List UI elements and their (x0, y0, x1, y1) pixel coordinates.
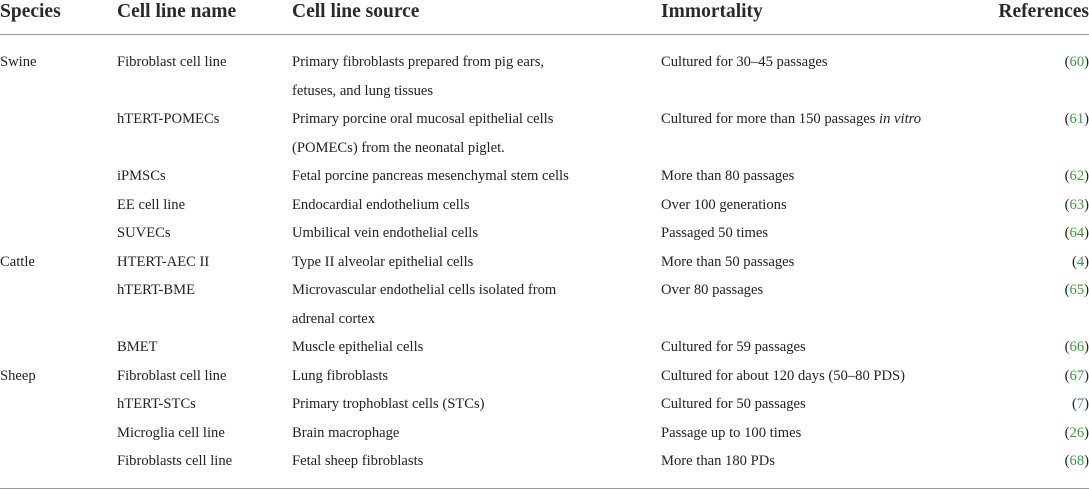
reference-link[interactable]: 26 (1069, 424, 1085, 441)
reference-cell: (60) (1064, 54, 1089, 70)
header-references: References (998, 1, 1089, 22)
reference-cell: (64) (1064, 225, 1089, 241)
species-cell: Swine (0, 54, 37, 70)
species-cell: Sheep (0, 367, 36, 384)
header-rule (0, 34, 1089, 35)
immortality-cell: Passage up to 100 times (661, 419, 801, 448)
cell-line-name: Fibroblast cell line (117, 54, 227, 70)
cell-line-name: iPMSCs (117, 168, 166, 184)
cell-line-source: Brain macrophage (292, 424, 400, 441)
reference-link[interactable]: 64 (1069, 225, 1085, 241)
cell-line-source: Muscle epithelial cells (292, 339, 424, 355)
immortality-text: Over 80 passages (661, 282, 764, 298)
immortality-text: Passage up to 100 times (661, 424, 802, 441)
reference-cell: (7) (1071, 396, 1089, 412)
reference-link[interactable]: 7 (1076, 396, 1085, 412)
immortality-cell: Passaged 50 times (661, 219, 768, 248)
immortality-cell: Over 80 passages (661, 276, 763, 305)
immortality-text: Cultured for about 120 days (50–80 PDS) (661, 367, 906, 384)
header-immortality: Immortality (661, 1, 763, 22)
species-cell: Cattle (0, 253, 35, 270)
immortality-text: Cultured for 59 passages (661, 339, 806, 355)
immortality-text: Cultured for more than 150 passages (661, 111, 880, 127)
cell-line-source: Lung fibroblasts (292, 367, 389, 384)
reference-link[interactable]: 60 (1069, 54, 1085, 70)
immortality-cell: Cultured for 50 passages (661, 390, 806, 419)
cell-line-source: Primary porcine oral mucosal epithelial … (292, 111, 554, 127)
cell-line-source: Type II alveolar epithelial cells (292, 253, 474, 270)
cell-line-source: Microvascular endothelial cells isolated… (292, 282, 557, 298)
reference-cell: (63) (1064, 196, 1089, 213)
immortality-cell: More than 80 passages (661, 162, 794, 191)
reference-cell: (67) (1064, 367, 1089, 384)
reference-cell: (26) (1064, 424, 1089, 441)
reference-cell: (4) (1071, 253, 1089, 270)
immortality-cell: More than 50 passages (661, 248, 794, 277)
header-cell-line-source: Cell line source (292, 1, 420, 22)
cell-line-source: Primary trophoblast cells (STCs) (292, 396, 485, 412)
reference-link[interactable]: 68 (1069, 453, 1085, 469)
cell-line-source: Endocardial endothelium cells (292, 196, 470, 213)
cell-line-name: SUVECs (117, 225, 171, 241)
cell-line-name: Fibroblast cell line (117, 367, 227, 384)
cell-line-source: Primary fibroblasts prepared from pig ea… (292, 54, 545, 70)
immortality-text: Cultured for 50 passages (661, 396, 806, 412)
reference-link[interactable]: 62 (1069, 168, 1085, 184)
cell-line-name: Microglia cell line (117, 424, 225, 441)
immortality-text: Cultured for 30–45 passages (661, 54, 828, 70)
immortality-text: Passaged 50 times (661, 225, 769, 241)
reference-link[interactable]: 4 (1076, 253, 1085, 270)
header-species: Species (0, 1, 61, 22)
reference-link[interactable]: 66 (1069, 339, 1085, 355)
reference-link[interactable]: 63 (1069, 196, 1085, 213)
reference-cell: (66) (1064, 339, 1089, 355)
cell-line-source: Fetal porcine pancreas mesenchymal stem … (292, 168, 569, 184)
cell-line-name: HTERT-AEC II (117, 253, 210, 270)
cell-line-name: hTERT-STCs (117, 396, 196, 412)
cell-line-source: Umbilical vein endothelial cells (292, 225, 479, 241)
cell-line-source: fetuses, and lung tissues (292, 82, 434, 99)
cell-line-name: BMET (117, 339, 158, 355)
immortality-cell: Cultured for 59 passages (661, 333, 806, 362)
immortality-cell: More than 180 PDs (661, 447, 775, 476)
immortality-text: Over 100 generations (661, 196, 787, 213)
header-cell-line-name: Cell line name (117, 1, 237, 22)
cell-line-name: Fibroblasts cell line (117, 453, 233, 469)
reference-link[interactable]: 61 (1069, 111, 1085, 127)
reference-cell: (61) (1064, 111, 1089, 127)
reference-link[interactable]: 67 (1069, 367, 1085, 384)
immortality-cell: Cultured for 30–45 passages (661, 48, 828, 77)
immortality-text: More than 80 passages (661, 168, 795, 184)
cell-line-name: EE cell line (117, 196, 186, 213)
bottom-rule (0, 488, 1089, 489)
immortality-italic-text: in vitro (879, 111, 922, 127)
immortality-cell: Cultured for more than 150 passages in v… (661, 105, 921, 134)
cell-line-name: hTERT-BME (117, 282, 196, 298)
reference-cell: (68) (1064, 453, 1089, 469)
immortality-cell: Cultured for about 120 days (50–80 PDS) (661, 362, 905, 391)
immortality-text: More than 180 PDs (661, 453, 775, 469)
cell-line-source: adrenal cortex (292, 310, 376, 327)
reference-cell: (62) (1064, 168, 1089, 184)
cell-line-name: hTERT-POMECs (117, 111, 220, 127)
cell-line-source: (POMECs) from the neonatal piglet. (292, 139, 505, 156)
cell-line-source: Fetal sheep fibroblasts (292, 453, 424, 469)
immortality-cell: Over 100 generations (661, 191, 787, 220)
reference-cell: (65) (1064, 282, 1089, 298)
immortality-text: More than 50 passages (661, 253, 795, 270)
reference-link[interactable]: 65 (1069, 282, 1085, 298)
